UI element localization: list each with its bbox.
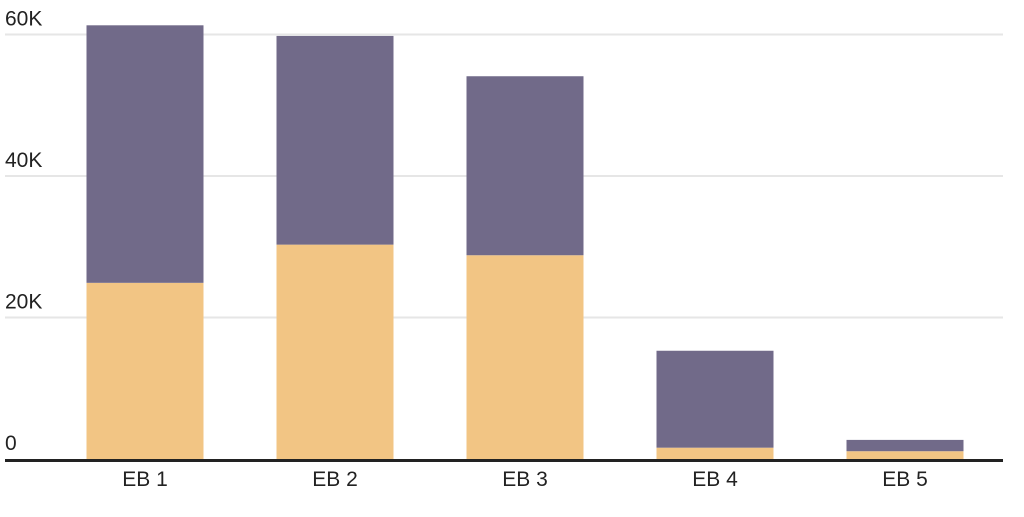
bar-segment-1	[846, 451, 964, 459]
bar-segment-2	[86, 25, 204, 283]
x-tick-label: EB 1	[122, 468, 168, 491]
bar-segment-2	[656, 350, 774, 448]
bar-segment-2	[276, 35, 394, 245]
x-tick-label: EB 3	[502, 468, 548, 491]
bar-segment-2	[846, 439, 964, 452]
y-tick-label: 60K	[5, 8, 42, 31]
x-tick-label: EB 4	[692, 468, 738, 491]
bar-segment-1	[656, 447, 774, 459]
bar-segment-1	[86, 282, 204, 459]
y-tick-label: 0	[5, 432, 17, 455]
bar-segment-2	[466, 76, 584, 256]
y-tick-label: 20K	[5, 291, 42, 314]
bar-segment-1	[276, 244, 394, 459]
bar-segment-1	[466, 255, 584, 459]
y-tick-label: 40K	[5, 149, 42, 172]
x-tick-label: EB 5	[882, 468, 928, 491]
x-tick-label: EB 2	[312, 468, 358, 491]
